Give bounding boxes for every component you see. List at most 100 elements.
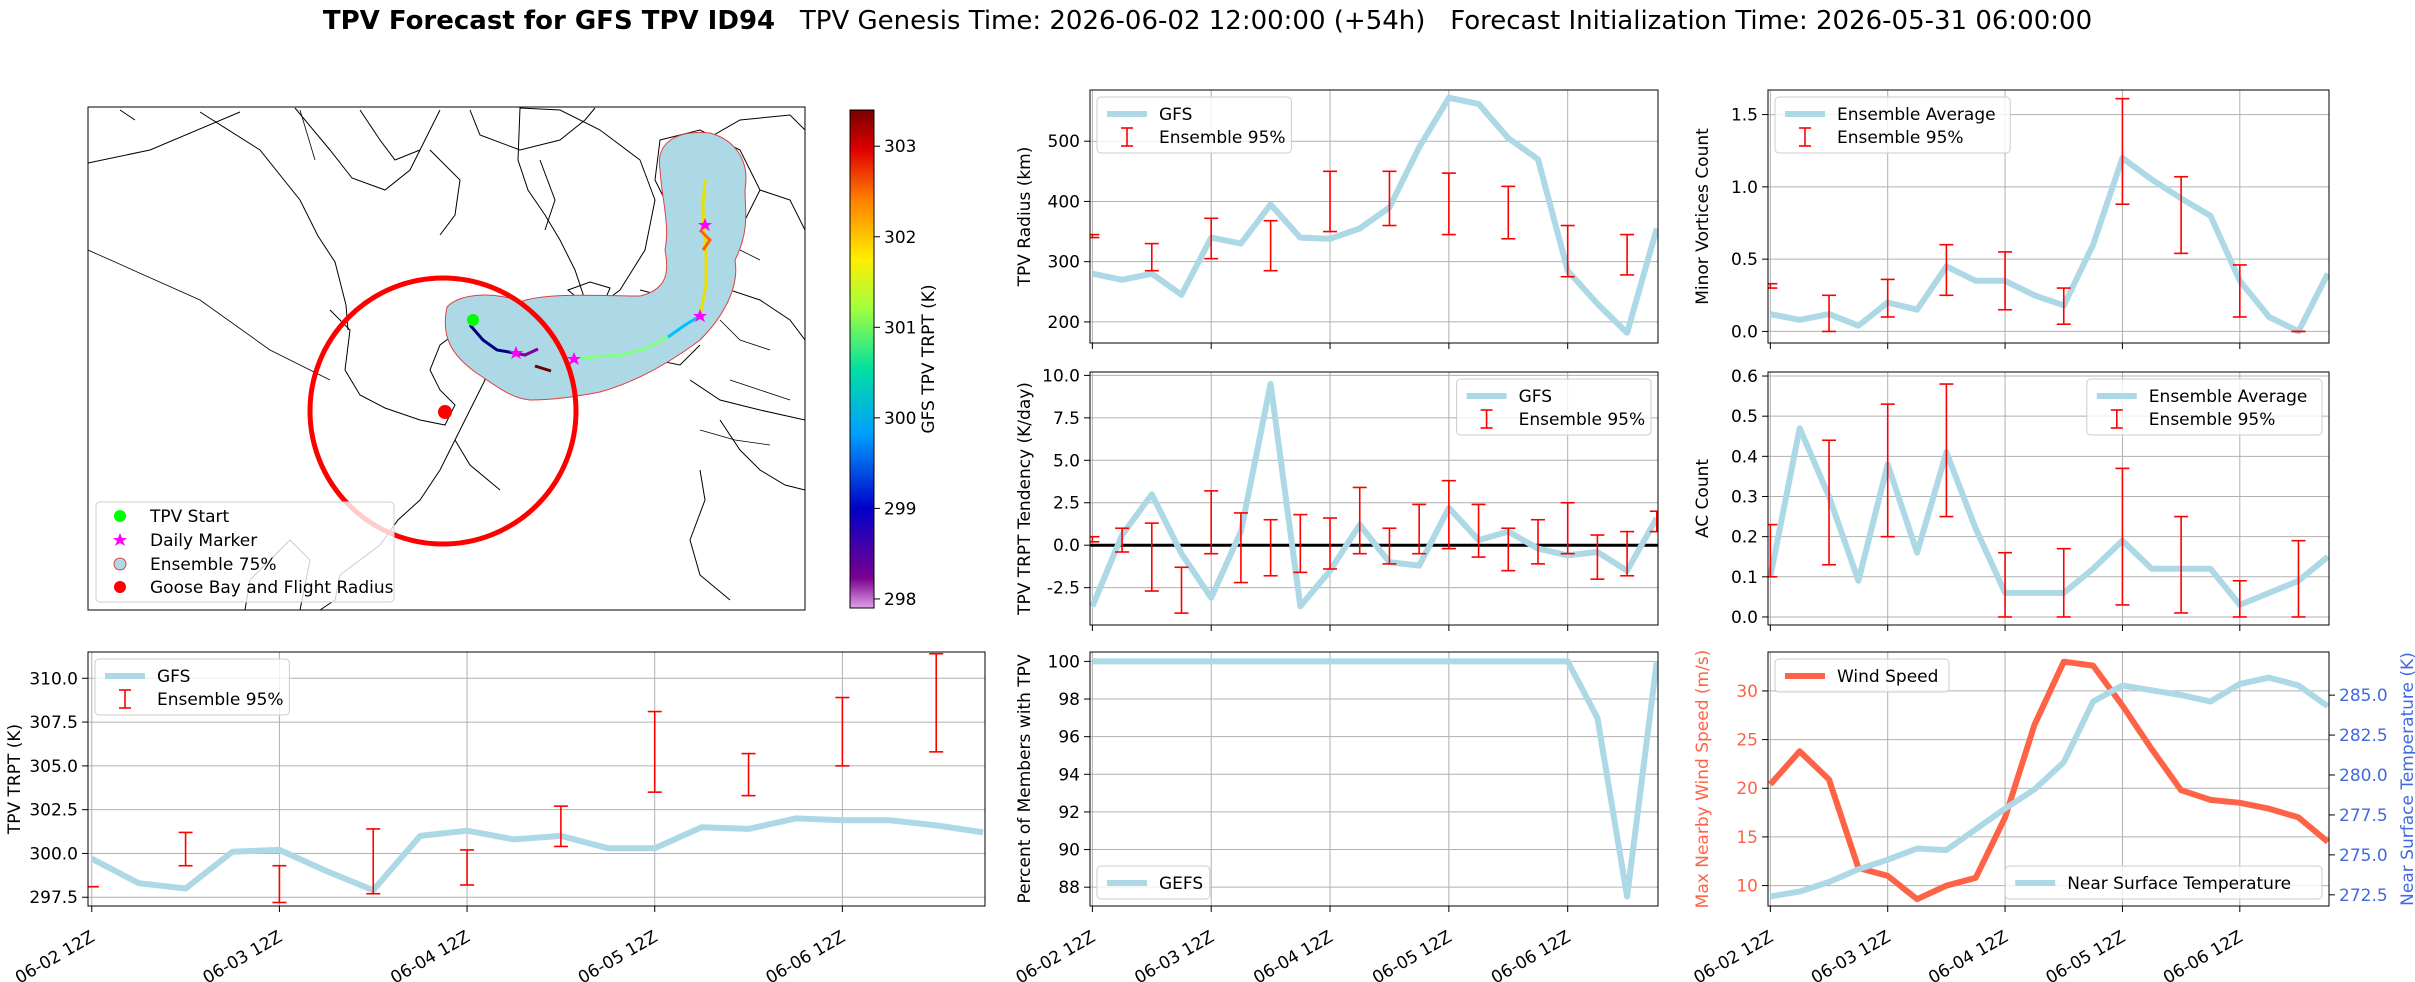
y-tick-label: 297.5 (29, 888, 78, 908)
legend: GEFS (1096, 865, 1211, 900)
legend-ensemble-75-icon (113, 557, 127, 571)
y-tick-label: 305.0 (29, 757, 78, 777)
y-axis-label: TPV TRPT (K) (5, 724, 25, 835)
track-segment-start (468, 324, 516, 355)
plot-content (1090, 380, 1658, 614)
series-line-gefs (1092, 658, 1658, 900)
colorbar-tick-label: 298 (884, 590, 916, 610)
tpv-start-marker (467, 314, 479, 326)
legend-box (2086, 378, 2323, 436)
borders-west (88, 109, 331, 381)
legend-box (1774, 96, 2011, 154)
y-tick-label: 0.1 (1731, 568, 1758, 588)
coastline-arctic-islands (294, 107, 461, 236)
legend-label: GFS (1159, 105, 1192, 125)
legend-label: Ensemble Average (1837, 105, 1996, 125)
legend-tpv-start-icon (114, 510, 126, 522)
y-axis-label: Percent of Members with TPV (1015, 654, 1035, 903)
plot-frame (1089, 371, 1659, 626)
y2-tick-label: 275.0 (2339, 846, 2388, 866)
y-axis-label: Minor Vortices Count (1693, 128, 1713, 305)
daily-markers (509, 218, 712, 365)
legend-ensemble-75-label: Ensemble 75% (150, 555, 277, 575)
y-tick-label: 0.0 (1731, 322, 1758, 342)
legend-label: GFS (157, 667, 190, 687)
y-tick-label: 96 (1058, 728, 1080, 748)
x-tick-label: 06-05 12Z (1369, 927, 1455, 982)
y-axis-label: TPV TRPT Tendency (K/day) (1015, 382, 1035, 616)
x-tick-label: 06-05 12Z (2043, 927, 2129, 982)
y-tick-label: 300 (1048, 253, 1080, 273)
legend-label: Ensemble 95% (2149, 410, 2276, 430)
legend-label: Near Surface Temperature (2067, 874, 2291, 894)
x-tick-label: 06-02 12Z (1691, 927, 1777, 982)
plot-content (1090, 94, 1658, 336)
chart-ac: 0.0 0.1 0.2 0.3 0.4 0.5 0.6 AC Count Ensemble Av… (1693, 367, 2330, 631)
legend-box (2004, 865, 2323, 900)
legend-tpv-start-label: TPV Start (149, 507, 230, 527)
y-tick-label: 92 (1058, 803, 1080, 823)
legend: Ensemble Average Ensemble 95% (1774, 96, 2011, 154)
plot-content (88, 652, 984, 904)
series-line-gfs (1091, 94, 1658, 336)
map-legend: TPV Start Daily Marker Ensemble 75% Goos… (95, 501, 395, 603)
legend-label: Ensemble Average (2149, 387, 2308, 407)
legend-label: Wind Speed (1837, 667, 1938, 687)
legend: GFS Ensemble 95% (1096, 96, 1292, 154)
legend: Ensemble Average Ensemble 95% (2086, 378, 2323, 436)
plot-content (1768, 97, 2329, 335)
y-tick-label: 0.5 (1731, 407, 1758, 427)
x-tick-label: 06-04 12Z (387, 927, 473, 982)
track-segment-dark (534, 364, 552, 373)
plot-content (1768, 658, 2329, 903)
y-tick-label: 30 (1736, 682, 1758, 702)
y-tick-label: 88 (1058, 878, 1080, 898)
plot-frame (1089, 651, 1659, 907)
chart-tend: -2.5 0.0 2.5 5.0 7.5 10.0 TPV TRPT Tendency (K… (1015, 366, 1659, 631)
legend-label: GEFS (1159, 874, 1203, 894)
series-line-ensemble-average (1768, 425, 2329, 608)
track-segment-green (573, 335, 669, 361)
daily-marker (509, 346, 523, 359)
legend: GFS Ensemble 95% (1456, 378, 1652, 436)
y-tick-label: 200 (1048, 313, 1080, 333)
y2-tick-label: 277.5 (2339, 806, 2388, 826)
daily-marker (698, 218, 712, 231)
y-tick-label: 90 (1058, 841, 1080, 861)
y-tick-label: 15 (1736, 828, 1758, 848)
map-legend-box (95, 501, 395, 603)
colorbar-label: GFS TPV TRPT (K) (919, 284, 939, 433)
x-tick-label: 06-06 12Z (763, 927, 849, 982)
x-tick-label: 06-05 12Z (575, 927, 661, 982)
colorbar-gradient (849, 109, 875, 609)
y-tick-label: 1.5 (1731, 106, 1758, 126)
ensemble-75-region (444, 131, 747, 401)
plot-frame (1767, 89, 2330, 344)
legend: GFS Ensemble 95% (94, 658, 290, 716)
y-tick-label: 10.0 (1042, 366, 1080, 386)
legend-label: Ensemble 95% (1519, 410, 1646, 430)
map-frame (87, 106, 806, 611)
x-tick-label: 06-04 12Z (1250, 927, 1336, 982)
colorbar-tick-label: 300 (884, 409, 916, 429)
chart-wind: 10 15 20 25 30 06-02 12Z 06-03 12Z 06-04 12Z 06-… (1691, 650, 2415, 982)
series-line-gfs (90, 815, 984, 894)
y-axis-label: AC Count (1693, 459, 1713, 538)
y-tick-label: 0.0 (1053, 536, 1080, 556)
chart-trpt: 297.5 300.0 302.5 305.0 307.5 310.0 06-02 12Z 0… (5, 651, 986, 982)
y-tick-label: 0.0 (1731, 608, 1758, 628)
y-tick-label: 100 (1048, 652, 1080, 672)
y-tick-label: 94 (1058, 765, 1080, 785)
map-panel: TPV Start Daily Marker Ensemble 75% Goos… (87, 106, 939, 611)
y-tick-label: 0.5 (1731, 250, 1758, 270)
legend-goose-bay-label: Goose Bay and Flight Radius (150, 578, 394, 598)
goose-bay-marker (438, 405, 452, 419)
y2-tick-label: 285.0 (2339, 686, 2388, 706)
legend: Wind Speed (1774, 658, 1950, 693)
legend-box (1774, 658, 1950, 693)
chart-members: 88 90 92 94 96 98 100 06-02 12Z 06-03 12Z 06-04 1… (1013, 651, 1659, 982)
y-tick-label: 0.4 (1731, 447, 1758, 467)
x-tick-label: 06-02 12Z (12, 927, 98, 982)
plot-content (1768, 383, 2329, 618)
